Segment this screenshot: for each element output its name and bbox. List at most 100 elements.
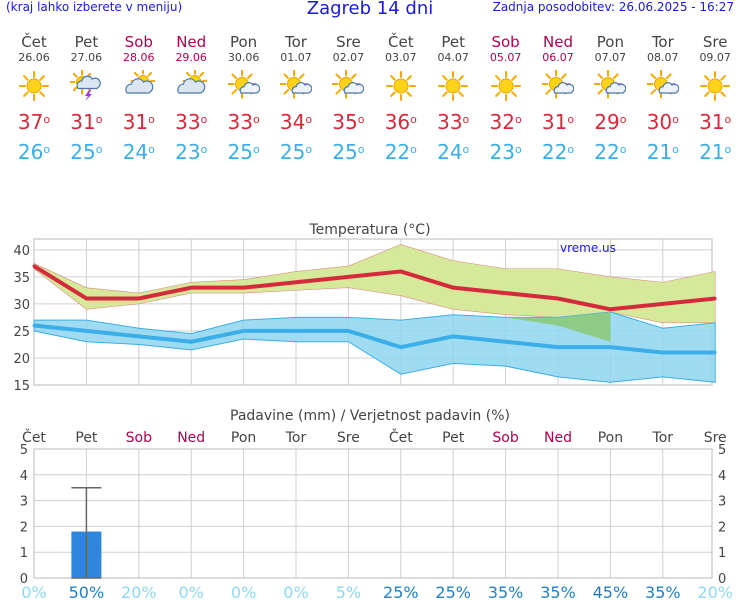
temp-max-value: 32 [489, 110, 515, 134]
day-column: Pon 30.06 33o 25o [218, 34, 270, 165]
temp-min: 22o [384, 140, 417, 164]
y-tick-label: 20 [13, 352, 30, 367]
y-tick-label-right: 4 [718, 469, 726, 484]
temperature-chart: Temperatura (°C) 15 20 25 30 35 40 vreme.us [13, 222, 717, 394]
sun-cloud-icon [177, 70, 208, 94]
temp-max-value: 33 [175, 110, 201, 134]
day-column: Sob 05.07 32o 23o [480, 34, 532, 165]
x-tick-label: Sob [126, 430, 152, 446]
temp-max: 30o [646, 110, 679, 134]
watermark: vreme.us [560, 241, 616, 255]
day-date: 06.07 [542, 51, 574, 64]
y-tick-label-left: 4 [20, 469, 28, 484]
x-tick-label: Pon [598, 430, 623, 446]
temp-max-value: 31 [699, 110, 725, 134]
day-column: Sob 28.06 31o 24o [113, 34, 165, 165]
temp-min-value: 22 [594, 140, 620, 164]
temp-min: 23o [175, 140, 208, 164]
day-name: Sre [702, 33, 728, 51]
temp-max: 31o [699, 110, 732, 134]
temp-min: 25o [332, 140, 365, 164]
max-temp-range-band [33, 244, 716, 324]
x-tick-label: Ned [177, 430, 205, 446]
precip-probability-label: 50% [69, 583, 105, 599]
temp-chart-title: Temperatura (°C) [308, 222, 430, 238]
precip-probability-label: 0% [21, 583, 46, 599]
y-tick-label-right: 5 [718, 443, 726, 458]
temp-min: 21o [699, 140, 732, 164]
range-overlap-area [453, 309, 611, 342]
last-updated: Zadnja posodobitev: 26.06.2025 - 16:27 [492, 0, 734, 14]
temp-min: 21o [646, 140, 679, 164]
day-column: Pon 07.07 29o 22o [584, 34, 636, 165]
precip-probability-label: 35% [645, 583, 681, 599]
day-name: Čet [21, 33, 47, 51]
min-temp-point [137, 334, 141, 338]
precip-probability-label: 20% [697, 583, 733, 599]
temp-max-value: 31 [541, 110, 568, 134]
sun-cloud-icon [125, 70, 155, 94]
sun-small-cloud-icon [646, 70, 679, 99]
temp-min-value: 25 [332, 140, 358, 164]
plot-frame [33, 448, 713, 579]
precipitation-chart: Padavine (mm) / Verjetnost padavin (%) Če… [20, 408, 733, 599]
temp-min: 25o [279, 140, 313, 164]
temp-min-value: 21 [699, 140, 725, 164]
day-date: 07.07 [594, 51, 627, 64]
min-temp-range-band [33, 311, 716, 383]
day-name: Tor [285, 33, 307, 51]
temp-min: 24o [437, 140, 470, 164]
y-tick-label-left: 3 [20, 495, 28, 510]
day-column: Tor 08.07 30o 21o [637, 33, 689, 165]
max-temp-point [294, 280, 298, 284]
day-name: Pet [441, 33, 465, 51]
day-name: Tor [651, 33, 674, 51]
x-tick-label: Pet [75, 430, 98, 446]
day-column: Ned 06.07 31o 22o [532, 33, 584, 165]
y-tick-label: 35 [13, 271, 30, 286]
max-temp-point [661, 302, 665, 306]
sun-icon [19, 71, 49, 101]
x-tick-label: Ned [544, 430, 572, 446]
sun-icon [438, 71, 469, 101]
header-note[interactable]: (kraj lahko izberete v meniju) [6, 0, 183, 14]
min-temp-point [32, 324, 36, 328]
y-tick-label: 40 [13, 244, 30, 259]
daily-forecast: Čet 26.06 37o 26o Pet 27.06 31o 25o Sob 28.06 31o 2… [0, 34, 740, 170]
day-name: Ned [543, 33, 573, 51]
max-temp-point [451, 286, 455, 290]
min-temp-point [608, 345, 612, 349]
y-tick-label: 30 [13, 298, 30, 313]
temp-max: 35o [332, 110, 365, 134]
min-temp-point [504, 340, 508, 344]
temp-min: 25o [227, 140, 260, 164]
y-tick-label-right: 1 [718, 546, 726, 561]
day-date: 02.07 [332, 51, 365, 64]
day-name: Ned [176, 33, 207, 51]
max-temp-point [399, 269, 403, 273]
max-temp-point [556, 296, 560, 300]
temp-min-value: 21 [646, 140, 673, 164]
max-temp-point [608, 307, 612, 311]
sun-small-cloud-icon [280, 70, 312, 99]
temp-min: 22o [541, 140, 575, 164]
precip-probability-label: 25% [435, 583, 471, 599]
temp-min-value: 25 [227, 140, 253, 164]
precip-probability-label: 5% [336, 583, 361, 599]
temp-min-value: 24 [437, 140, 463, 164]
temp-min: 24o [122, 140, 155, 164]
y-tick-label: 25 [13, 325, 30, 340]
y-tick-label: 15 [13, 379, 30, 394]
temp-max: 36o [384, 110, 417, 134]
temp-max-value: 33 [437, 110, 463, 134]
temp-min-value: 22 [541, 140, 568, 164]
day-date: 29.06 [175, 51, 207, 64]
precip-probability-label: 35% [540, 583, 576, 599]
max-temp-point [137, 296, 141, 300]
temp-min-value: 24 [122, 140, 149, 164]
max-temp-point [504, 291, 508, 295]
temp-max: 37o [17, 110, 51, 134]
day-column: Pet 04.07 33o 24o [427, 33, 479, 165]
min-temp-point [661, 351, 665, 355]
temp-max-value: 37 [17, 110, 44, 134]
